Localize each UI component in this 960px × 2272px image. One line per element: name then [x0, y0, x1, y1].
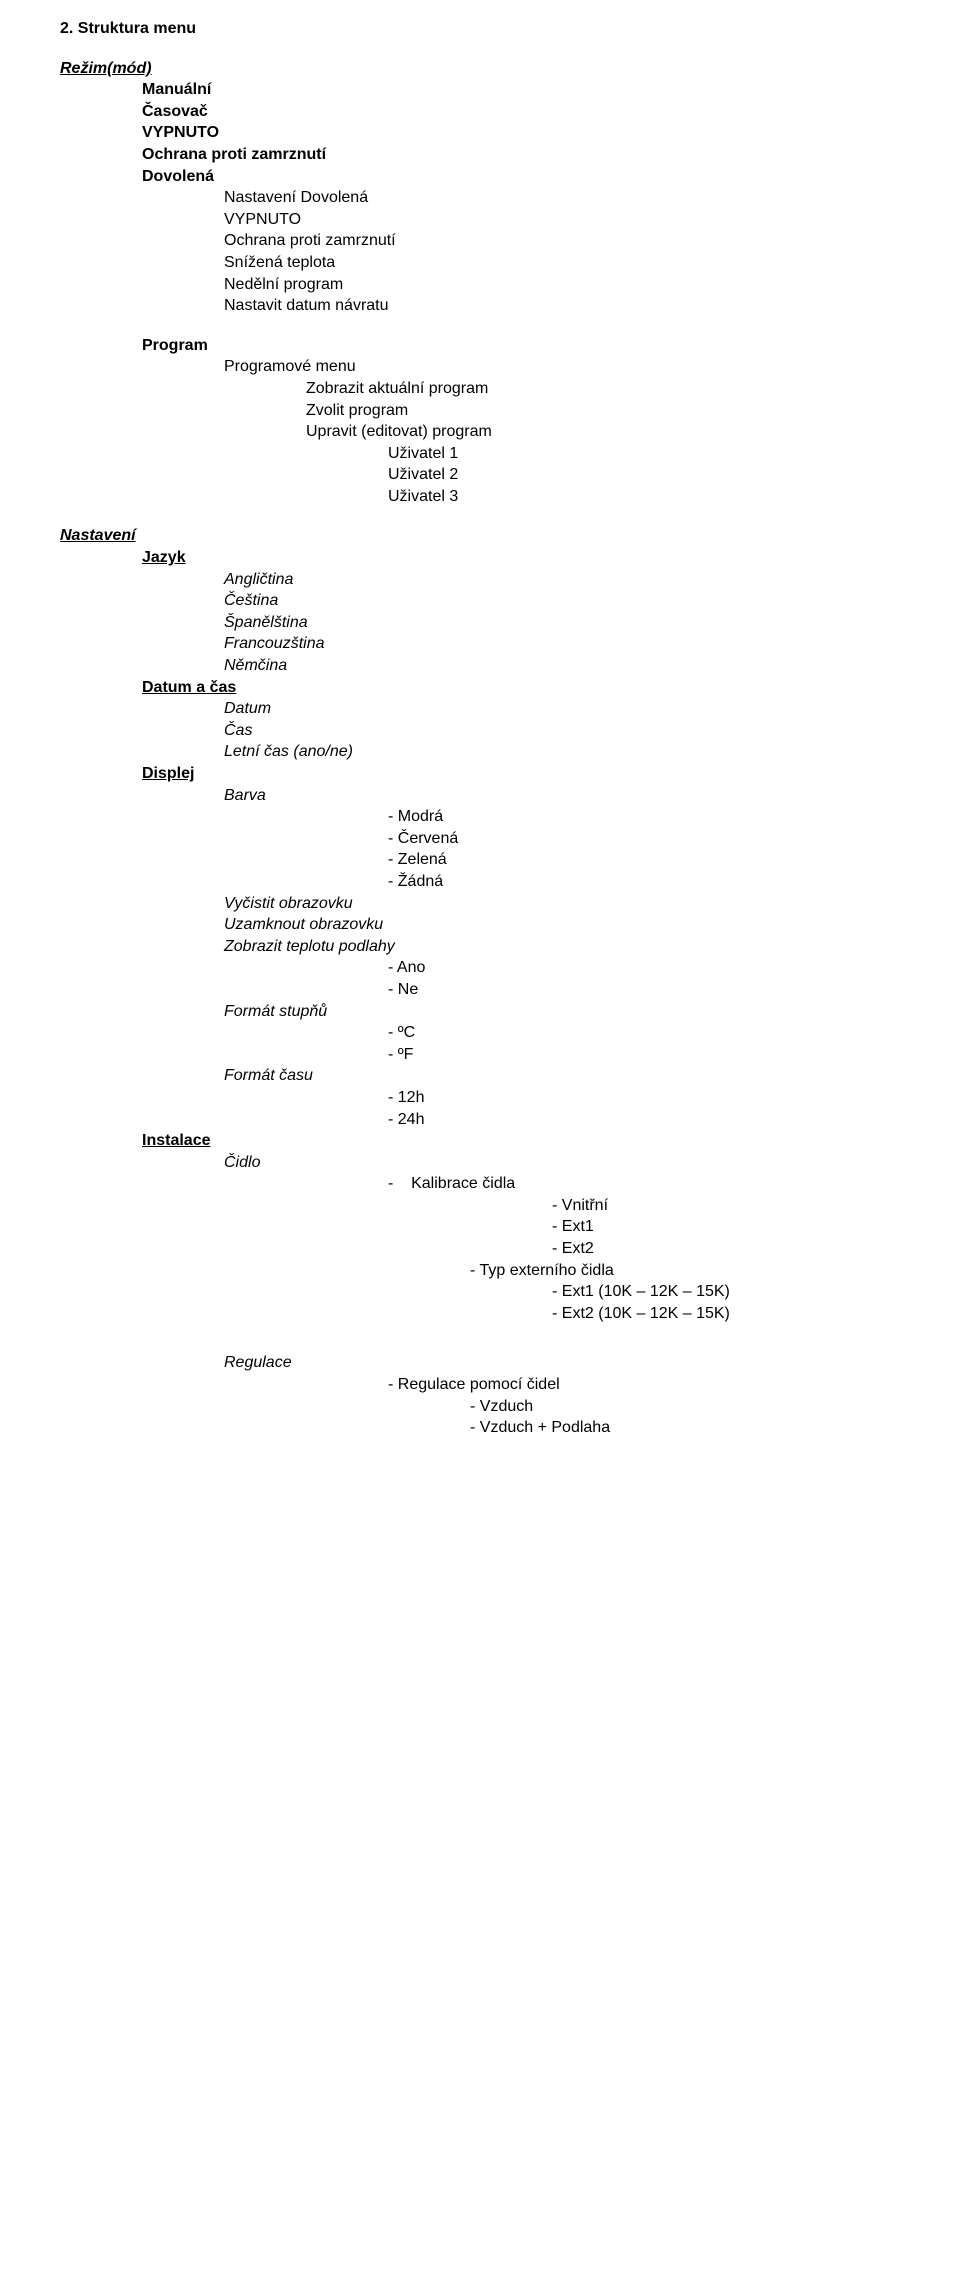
displej-vycistit: Vyčistit obrazovku — [224, 893, 924, 915]
rezim-item: Dovolená — [142, 166, 924, 188]
rezim-item: VYPNUTO — [142, 122, 924, 144]
subsection-jazyk: Jazyk — [142, 547, 924, 569]
format-casu-item: - 12h — [388, 1087, 924, 1109]
jazyk-item: Španělština — [224, 612, 924, 634]
barva-item: - Modrá — [388, 806, 924, 828]
barva-item: - Žádná — [388, 871, 924, 893]
zobrazit-podlahy-item: - Ano — [388, 957, 924, 979]
dovolena-sub-item: Nastavit datum návratu — [224, 295, 924, 317]
dovolena-sub-item: Snížená teplota — [224, 252, 924, 274]
dovolena-sub-item: Ochrana proti zamrznutí — [224, 230, 924, 252]
datum-cas-item: Letní čas (ano/ne) — [224, 741, 924, 763]
program-menu-item: Upravit (editovat) program — [306, 421, 924, 443]
rezim-item: Manuální — [142, 79, 924, 101]
barva-item: - Zelená — [388, 849, 924, 871]
displej-uzamknout: Uzamknout obrazovku — [224, 914, 924, 936]
datum-cas-item: Datum — [224, 698, 924, 720]
typ-ext-item: - Ext2 (10K – 12K – 15K) — [552, 1303, 924, 1325]
rezim-item: Časovač — [142, 101, 924, 123]
regulace-item: - Vzduch + Podlaha — [470, 1417, 924, 1439]
page: 2. Struktura menu Režim(mód) Manuální Ča… — [0, 0, 960, 2272]
page-title: 2. Struktura menu — [60, 18, 924, 40]
subsection-displej: Displej — [142, 763, 924, 785]
displej-format-stupnu: Formát stupňů — [224, 1001, 924, 1023]
format-casu-item: - 24h — [388, 1109, 924, 1131]
section-nastaveni: Nastavení — [60, 525, 924, 547]
program-menu-item: Zobrazit aktuální program — [306, 378, 924, 400]
program-menu-title: Programové menu — [224, 356, 924, 378]
format-stupnu-item: - ºC — [388, 1022, 924, 1044]
zobrazit-podlahy-item: - Ne — [388, 979, 924, 1001]
rezim-item: Ochrana proti zamrznutí — [142, 144, 924, 166]
program-menu-item: Zvolit program — [306, 400, 924, 422]
jazyk-item: Angličtina — [224, 569, 924, 591]
jazyk-item: Francouzština — [224, 633, 924, 655]
displej-format-casu: Formát času — [224, 1065, 924, 1087]
program-user-item: Uživatel 1 — [388, 443, 924, 465]
datum-cas-item: Čas — [224, 720, 924, 742]
jazyk-item: Němčina — [224, 655, 924, 677]
subsection-instalace: Instalace — [142, 1130, 924, 1152]
kalibrace-item: - Vnitřní — [552, 1195, 924, 1217]
instalace-cidlo-title: Čidlo — [224, 1152, 924, 1174]
kalibrace-item: - Ext1 — [552, 1216, 924, 1238]
section-program: Program — [142, 335, 924, 357]
program-user-item: Uživatel 3 — [388, 486, 924, 508]
typ-ext-item: - Ext1 (10K – 12K – 15K) — [552, 1281, 924, 1303]
regulace-line: - Regulace pomocí čidel — [388, 1374, 924, 1396]
dovolena-sub-item: VYPNUTO — [224, 209, 924, 231]
program-user-item: Uživatel 2 — [388, 464, 924, 486]
format-stupnu-item: - ºF — [388, 1044, 924, 1066]
dovolena-sub-item: Nastavení Dovolená — [224, 187, 924, 209]
displej-zobrazit-podlahy: Zobrazit teplotu podlahy — [224, 936, 924, 958]
subsection-regulace: Regulace — [224, 1352, 924, 1374]
cidlo-typ-ext: - Typ externího čidla — [470, 1260, 924, 1282]
jazyk-item: Čeština — [224, 590, 924, 612]
cidlo-kalibrace: - Kalibrace čidla — [388, 1173, 924, 1195]
dovolena-sub-item: Nedělní program — [224, 274, 924, 296]
section-rezim: Režim(mód) — [60, 58, 924, 80]
regulace-item: - Vzduch — [470, 1396, 924, 1418]
barva-item: - Červená — [388, 828, 924, 850]
kalibrace-item: - Ext2 — [552, 1238, 924, 1260]
displej-barva-title: Barva — [224, 785, 924, 807]
subsection-datum-cas: Datum a čas — [142, 677, 924, 699]
